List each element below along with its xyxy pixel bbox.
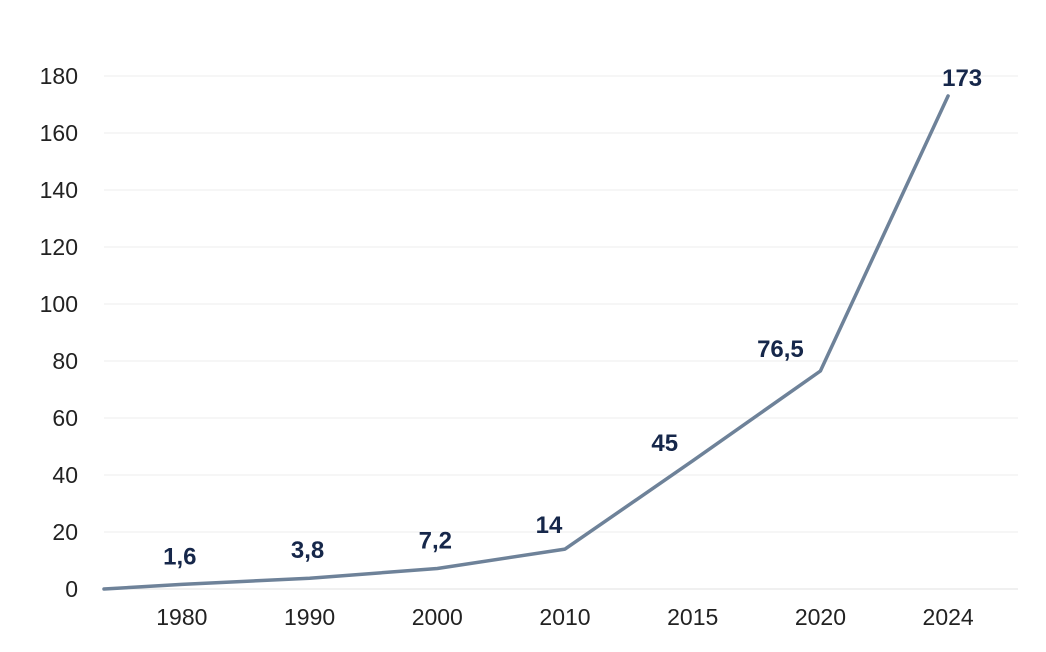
x-tick-label: 2024 — [923, 604, 974, 630]
data-labels: 1,6 3,8 7,2 14 45 76,5 173 — [163, 65, 982, 570]
y-tick-label: 140 — [40, 177, 78, 203]
x-tick-label: 1980 — [156, 604, 207, 630]
x-axis-ticks: 1980 1990 2000 2010 2015 2020 2024 — [156, 604, 974, 630]
x-tick-label: 2010 — [539, 604, 590, 630]
data-label: 173 — [942, 65, 982, 92]
x-tick-label: 2000 — [412, 604, 463, 630]
series — [102, 94, 950, 591]
y-tick-label: 20 — [52, 519, 78, 545]
y-tick-label: 80 — [52, 348, 78, 374]
data-label: 1,6 — [163, 543, 196, 570]
y-tick-label: 160 — [40, 120, 78, 146]
y-tick-label: 0 — [65, 576, 78, 602]
data-label: 3,8 — [291, 537, 324, 564]
y-tick-label: 40 — [52, 462, 78, 488]
x-tick-label: 1990 — [284, 604, 335, 630]
y-tick-label: 120 — [40, 234, 78, 260]
data-label: 45 — [651, 430, 678, 457]
y-tick-label: 60 — [52, 405, 78, 431]
y-tick-label: 180 — [40, 63, 78, 89]
y-tick-label: 100 — [40, 291, 78, 317]
data-label: 14 — [536, 512, 563, 539]
grid-lines — [104, 75, 1018, 590]
series-line — [102, 94, 950, 591]
y-axis-ticks: 0 20 40 60 80 100 120 140 160 180 — [40, 63, 78, 602]
data-label: 76,5 — [757, 336, 804, 363]
x-tick-label: 2020 — [795, 604, 846, 630]
x-tick-label: 2015 — [667, 604, 718, 630]
data-label: 7,2 — [419, 527, 452, 554]
